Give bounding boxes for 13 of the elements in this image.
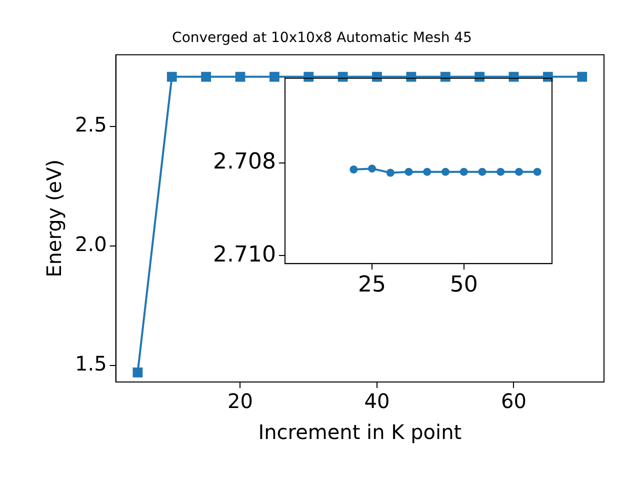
x-tick-label: 25 — [358, 272, 386, 298]
chart-title: Converged at 10x10x8 Automatic Mesh 45 — [172, 30, 472, 46]
x-tick-label: 60 — [501, 389, 526, 414]
y-tick-label: 2.710 — [212, 242, 276, 268]
y-axis-title: Energy (eV) — [42, 159, 66, 278]
y-tick-label: 2.5 — [74, 112, 107, 137]
y-tick-label: 2.0 — [74, 232, 107, 256]
y-tick-label: 2.708 — [212, 150, 276, 175]
y-tick-label: 1.5 — [74, 351, 107, 376]
x-tick-label: 50 — [450, 272, 478, 298]
x-tick-label: 40 — [364, 389, 390, 414]
x-tick-label: 20 — [228, 389, 253, 414]
x-axis-title: Increment in K point — [258, 420, 462, 444]
